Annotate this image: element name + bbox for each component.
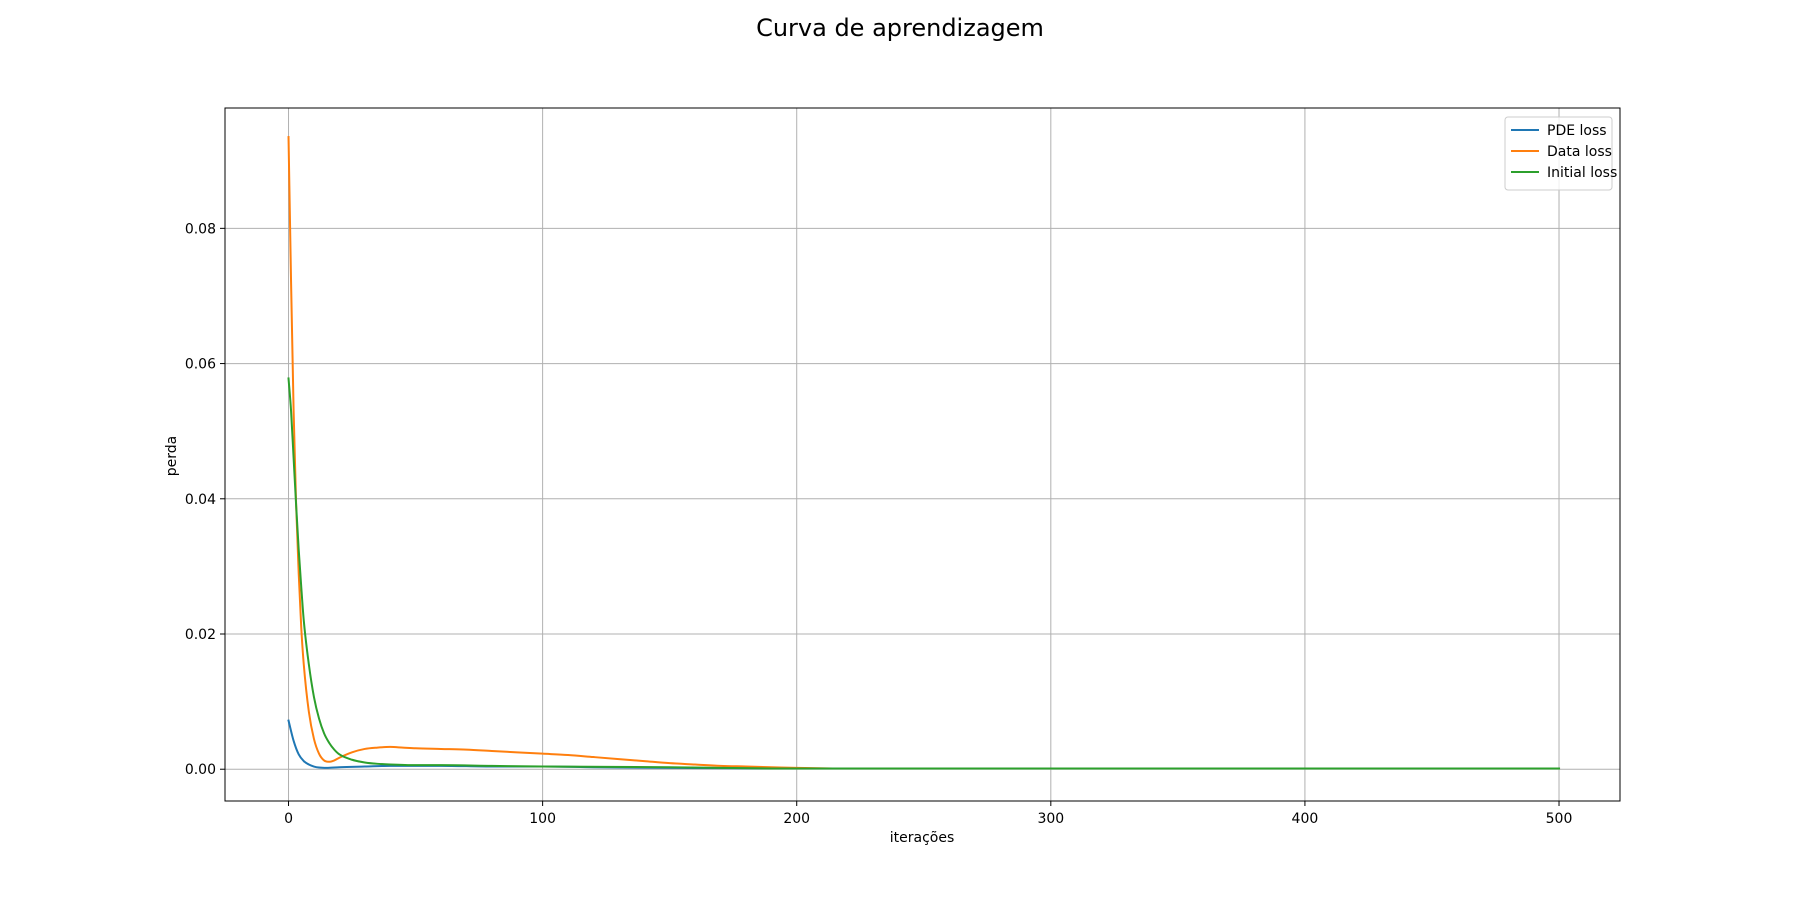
tick-layer: 0 100 200 300 400 500 0.00 0.02 0.04 0.06 0.08 bbox=[185, 221, 1573, 827]
y-tick-label: 0.08 bbox=[185, 221, 216, 237]
series-layer bbox=[287, 136, 1561, 770]
x-tick-label: 300 bbox=[1037, 811, 1064, 827]
plot-frame bbox=[224, 107, 1621, 802]
series-line-initial-loss bbox=[287, 377, 1561, 770]
y-tick-label: 0.00 bbox=[185, 762, 216, 778]
series-line-data-loss bbox=[287, 136, 1561, 770]
x-tick-label: 200 bbox=[783, 811, 810, 827]
legend-label: Data loss bbox=[1547, 144, 1612, 160]
series-line-pde-loss bbox=[287, 719, 1561, 770]
grid-layer bbox=[225, 108, 1620, 801]
x-tick-label: 400 bbox=[1292, 811, 1319, 827]
y-axis-label: perda bbox=[164, 436, 180, 476]
y-tick-label: 0.04 bbox=[185, 492, 216, 508]
x-tick-label: 0 bbox=[284, 811, 293, 827]
legend: PDE loss Data loss Initial loss bbox=[1504, 116, 1617, 191]
x-axis-label: iterações bbox=[890, 830, 955, 846]
legend-label: PDE loss bbox=[1547, 123, 1607, 139]
y-tick-label: 0.02 bbox=[185, 627, 216, 643]
y-tick-label: 0.06 bbox=[185, 357, 216, 373]
chart-title: Curva de aprendizagem bbox=[756, 14, 1044, 42]
legend-label: Initial loss bbox=[1547, 165, 1617, 181]
x-tick-label: 100 bbox=[529, 811, 556, 827]
x-tick-label: 500 bbox=[1546, 811, 1573, 827]
